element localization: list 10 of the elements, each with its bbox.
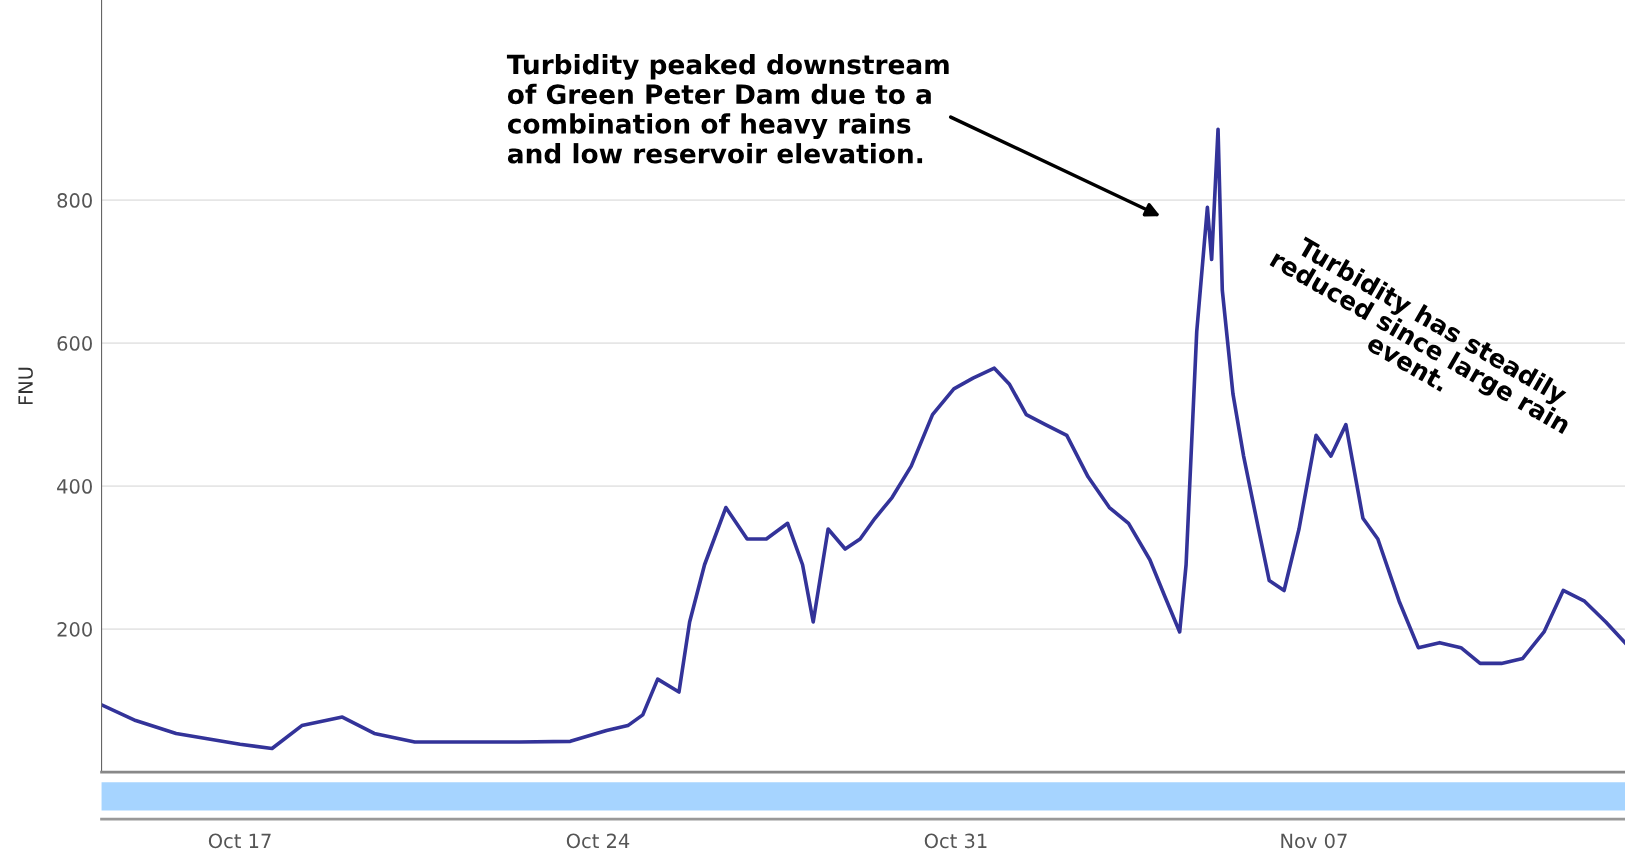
y-axis-title: FNU xyxy=(18,367,33,405)
annotation: Turbidity peaked downstream of Green Peter Dam due to a combination of heavy rains and low reservoir elevation. xyxy=(506,54,949,164)
x-tick-label: Oct 31 xyxy=(924,833,987,849)
x-tick-label: Oct 24 xyxy=(566,833,630,849)
y-tick-label: 400 xyxy=(57,479,92,494)
y-tick-label: 800 xyxy=(57,193,92,208)
x-tick-label: Nov 07 xyxy=(1281,833,1347,849)
y-tick-label: 600 xyxy=(57,336,92,351)
y-tick-label: 200 xyxy=(57,622,92,637)
x-tick-label: Oct 17 xyxy=(208,833,271,849)
